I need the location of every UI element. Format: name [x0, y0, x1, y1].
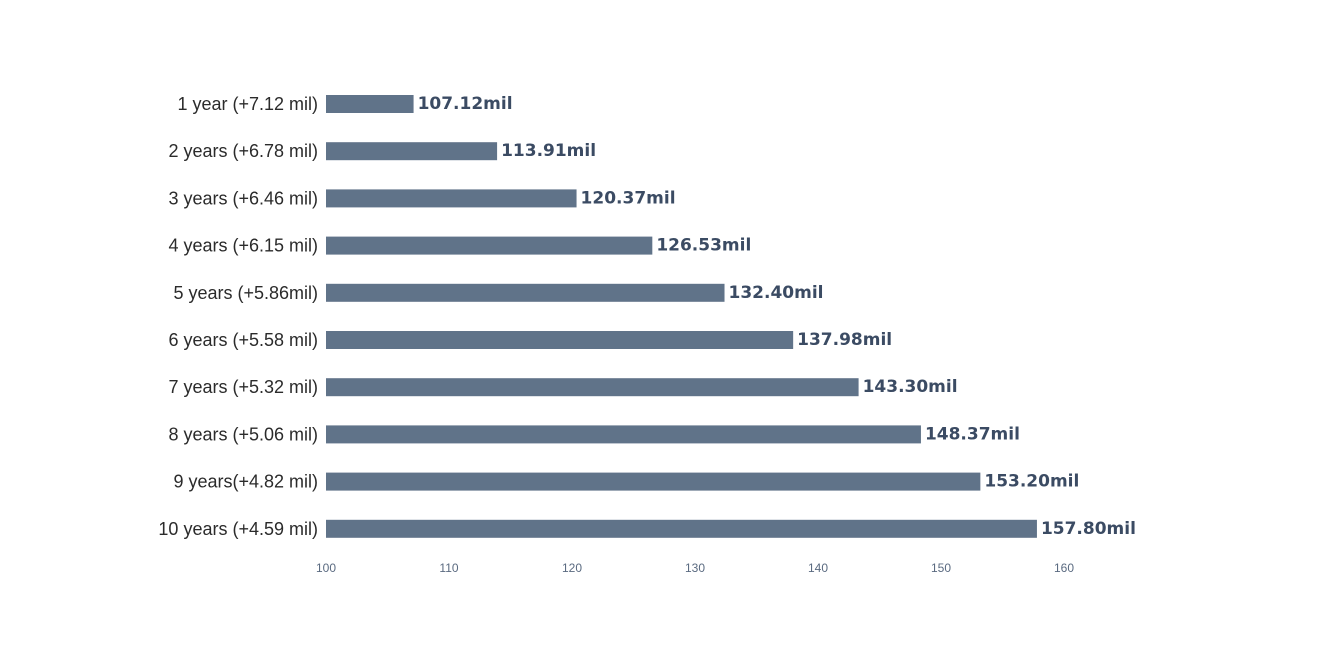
- bars: [326, 95, 1037, 538]
- value-label: 120.37mil: [581, 188, 676, 208]
- bar: [326, 425, 921, 444]
- bar: [326, 142, 498, 161]
- category-label: 8 years (+5.06 mil): [168, 424, 318, 444]
- x-tick-label: 160: [1054, 561, 1074, 575]
- category-label: 6 years (+5.58 mil): [168, 330, 318, 350]
- category-label: 3 years (+6.46 mil): [168, 188, 318, 208]
- bar: [326, 189, 577, 208]
- value-label: 148.37mil: [925, 424, 1020, 444]
- bar: [326, 283, 725, 302]
- value-label: 113.91mil: [501, 141, 596, 161]
- category-label: 10 years (+4.59 mil): [158, 519, 318, 539]
- bar: [326, 95, 414, 113]
- bar: [326, 519, 1037, 538]
- value-label: 153.20mil: [984, 472, 1079, 492]
- category-label: 7 years (+5.32 mil): [168, 377, 318, 397]
- value-label: 157.80mil: [1041, 519, 1136, 539]
- category-label: 2 years (+6.78 mil): [168, 141, 318, 161]
- x-tick-label: 120: [562, 561, 582, 575]
- value-labels: 107.12mil 113.91mil 120.37mil 126.53mil 132.…: [418, 94, 1136, 539]
- category-labels: 1 year (+7.12 mil) 2 years (+6.78 mil) 3 y…: [158, 94, 318, 539]
- x-tick-label: 100: [316, 561, 336, 575]
- value-label: 126.53mil: [656, 236, 751, 256]
- category-label: 5 years (+5.86mil): [173, 283, 318, 303]
- bar: [326, 378, 859, 397]
- x-tick-label: 150: [931, 561, 951, 575]
- x-axis-ticks: 100 110 120 130 140 150 160: [316, 561, 1074, 575]
- bar: [326, 472, 981, 491]
- category-label: 1 year (+7.12 mil): [177, 94, 318, 114]
- value-label: 143.30mil: [863, 377, 958, 397]
- x-tick-label: 130: [685, 561, 705, 575]
- category-label: 9 years(+4.82 mil): [173, 472, 318, 492]
- category-label: 4 years (+6.15 mil): [168, 236, 318, 256]
- x-tick-label: 140: [808, 561, 828, 575]
- value-label: 137.98mil: [797, 330, 892, 350]
- value-label: 132.40mil: [729, 283, 824, 303]
- bar: [326, 236, 653, 255]
- x-tick-label: 110: [439, 561, 458, 575]
- value-label: 107.12mil: [418, 94, 513, 114]
- bar: [326, 331, 794, 349]
